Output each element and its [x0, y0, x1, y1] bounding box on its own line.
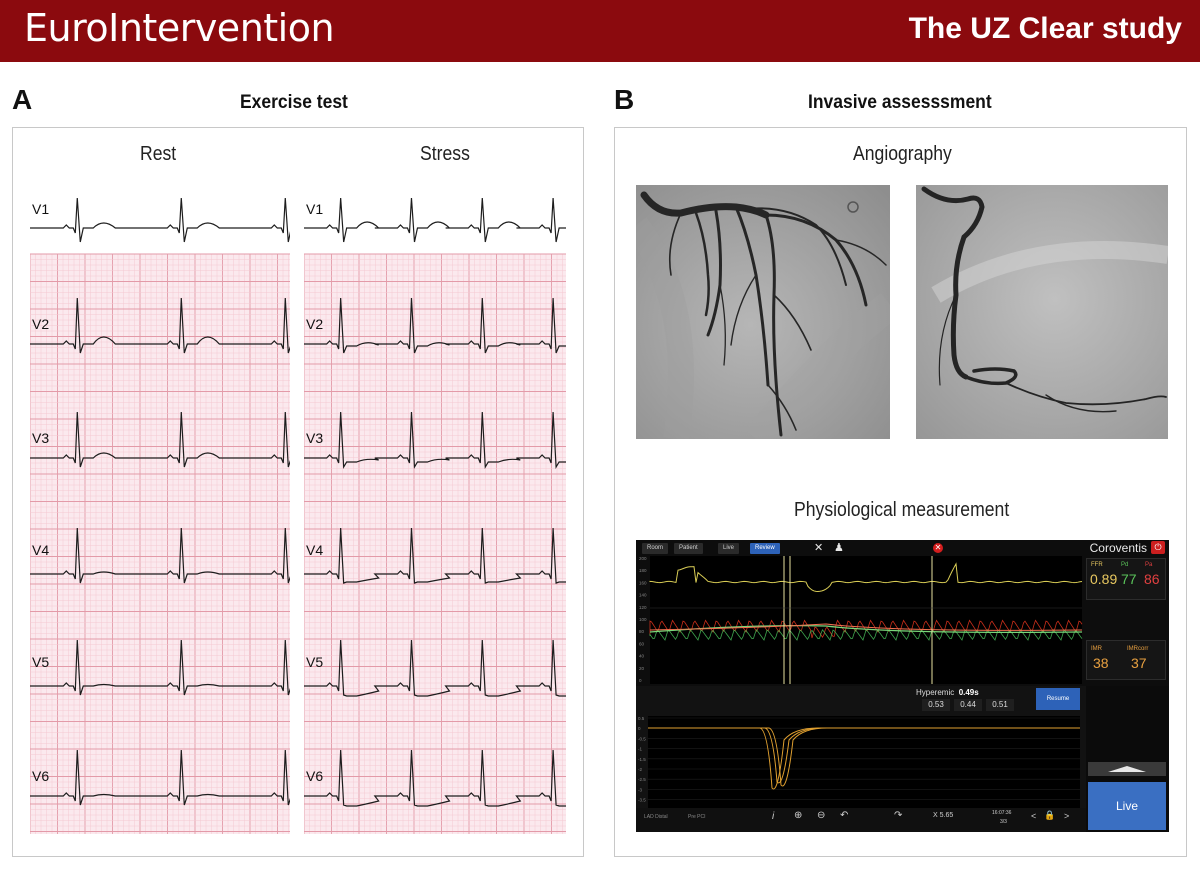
ffr-box: FFR Pd Pa 0.89 77 86 — [1086, 558, 1166, 600]
svg-text:100: 100 — [639, 617, 647, 622]
stress-label: Stress — [420, 143, 470, 165]
stress-ecg-strip — [304, 197, 566, 834]
zoom-out-icon[interactable]: ⊖ — [817, 810, 826, 821]
x-readout: X 5.65 — [933, 812, 954, 819]
ffr-value: 0.89 — [1090, 571, 1118, 587]
study-title: The UZ Clear study — [908, 12, 1182, 45]
svg-text:-3: -3 — [638, 787, 642, 792]
svg-text:80: 80 — [639, 629, 645, 634]
pd-label: Pd — [1121, 562, 1129, 568]
svg-text:-3.5: -3.5 — [638, 798, 646, 803]
tab-patient[interactable]: Patient — [674, 543, 703, 554]
live-button[interactable]: Live — [1088, 782, 1166, 830]
hyperemic-value: 0.49s — [958, 688, 979, 697]
transit-value-1: 0.53 — [922, 699, 950, 711]
redo-icon[interactable]: ↷ — [894, 810, 903, 821]
rest-lead-label-v6: V6 — [32, 768, 50, 784]
page-indicator: 3/3 — [1000, 819, 1007, 825]
pa-label: Pa — [1145, 562, 1153, 568]
svg-text:40: 40 — [639, 654, 645, 659]
rest-ecg-strip — [30, 197, 290, 834]
imr-value: 38 — [1093, 655, 1109, 671]
svg-text:200: 200 — [639, 556, 647, 561]
ffr-label: FFR — [1091, 562, 1103, 568]
svg-text:-1.5: -1.5 — [638, 757, 646, 762]
svg-text:-0.5: -0.5 — [638, 736, 646, 741]
imr-corr-value: 37 — [1131, 655, 1147, 671]
rest-lead-label-v4: V4 — [32, 542, 50, 558]
svg-text:-1: -1 — [638, 747, 642, 752]
prev-page-button[interactable]: < — [1031, 811, 1037, 821]
stress-lead-label-v4: V4 — [306, 542, 324, 558]
rest-lead-label-v5: V5 — [32, 654, 50, 670]
tab-live[interactable]: Live — [718, 543, 740, 554]
tools-icon[interactable]: ✕ — [814, 542, 824, 554]
imr-corr-label: IMRcorr — [1127, 646, 1149, 652]
tab-review[interactable]: Review — [750, 543, 780, 554]
angiogram-right-coronary — [916, 185, 1168, 439]
angiography-label: Angiography — [853, 143, 952, 165]
svg-text:-2: -2 — [638, 767, 642, 772]
rest-lead-label-v1: V1 — [32, 201, 50, 217]
svg-text:-2.5: -2.5 — [638, 777, 646, 782]
undo-icon[interactable]: ↶ — [840, 810, 849, 821]
imr-box: IMR IMRcorr 38 37 — [1086, 640, 1166, 680]
svg-text:0: 0 — [639, 678, 642, 683]
tab-room[interactable]: Room — [642, 543, 669, 554]
panel-a-letter: A — [12, 84, 33, 115]
patient-icon[interactable]: ♟ — [834, 542, 844, 554]
stress-lead-label-v2: V2 — [306, 316, 324, 332]
physiology-label: Physiological measurement — [794, 499, 1010, 521]
panel-a-title: Exercise test — [240, 92, 348, 113]
svg-text:20: 20 — [639, 666, 645, 671]
rest-lead-label-v3: V3 — [32, 430, 50, 446]
monitor-brand: Coroventis — [1089, 541, 1147, 555]
stress-lead-label-v5: V5 — [306, 654, 324, 670]
info-icon[interactable]: i — [772, 811, 775, 822]
panel-b-title: Invasive assesssment — [808, 92, 992, 113]
clock: 16:07:36 — [992, 810, 1012, 816]
pd-value: 77 — [1121, 571, 1137, 587]
svg-text:140: 140 — [639, 593, 647, 598]
eject-icon — [1108, 766, 1146, 772]
hyperemic-label: Hyperemic — [916, 688, 955, 697]
stress-lead-label-v1: V1 — [306, 201, 324, 217]
hyperemic-readout: Hyperemic 0.49s — [916, 688, 979, 697]
stress-lead-label-v6: V6 — [306, 768, 324, 784]
stop-icon[interactable]: ✕ — [933, 543, 943, 553]
angiogram-left-coronary — [636, 185, 890, 439]
rest-lead-label-v2: V2 — [32, 316, 50, 332]
journal-brand: EuroIntervention — [24, 6, 335, 50]
vessel-select[interactable]: LAD Distal — [644, 814, 668, 820]
pa-value: 86 — [1144, 571, 1160, 587]
eject-button[interactable] — [1088, 762, 1166, 776]
power-icon[interactable]: ⏻ — [1151, 541, 1165, 554]
transit-value-3: 0.51 — [986, 699, 1014, 711]
zoom-in-icon[interactable]: ⊕ — [794, 810, 803, 821]
svg-text:120: 120 — [639, 605, 647, 610]
next-page-button[interactable]: > — [1064, 811, 1070, 821]
resume-button[interactable]: Resume — [1036, 688, 1080, 710]
pre-pci-select[interactable]: Pre PCI — [688, 814, 706, 820]
stress-lead-label-v3: V3 — [306, 430, 324, 446]
svg-text:0.5: 0.5 — [638, 716, 645, 721]
physiology-monitor: Room Patient Live Review ✕ ♟ ✕ Coroventis ⏻… — [636, 540, 1169, 832]
lock-icon[interactable]: 🔒 — [1044, 810, 1056, 820]
imr-label: IMR — [1091, 646, 1102, 652]
panel-b-letter: B — [614, 84, 635, 115]
svg-text:0: 0 — [638, 726, 641, 731]
transit-value-2: 0.44 — [954, 699, 982, 711]
rest-label: Rest — [140, 143, 177, 165]
svg-text:180: 180 — [639, 568, 647, 573]
journal-banner: EuroIntervention The UZ Clear study — [0, 0, 1200, 62]
svg-text:160: 160 — [639, 580, 647, 585]
svg-text:60: 60 — [639, 641, 645, 646]
